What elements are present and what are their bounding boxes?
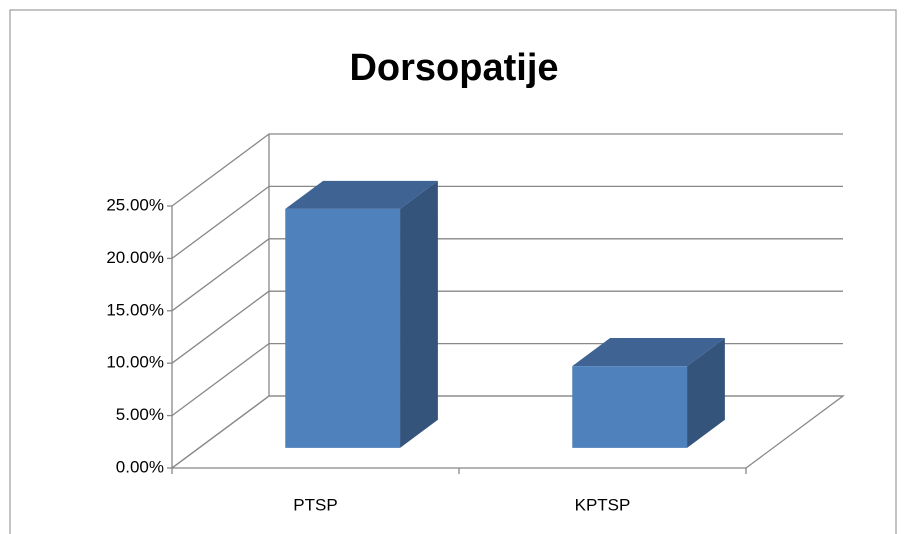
bar-front	[572, 366, 688, 448]
bar-side	[400, 180, 438, 448]
bar	[285, 180, 438, 448]
grid-line	[171, 290, 843, 364]
grid-line	[171, 238, 843, 312]
y-tick-label: 20.00%	[106, 248, 164, 267]
y-tick-label: 5.00%	[116, 405, 164, 424]
grid-line	[171, 133, 843, 207]
bar-front	[285, 208, 401, 448]
bar-top	[572, 338, 725, 367]
y-tick-label: 10.00%	[106, 353, 164, 372]
bar	[572, 338, 725, 448]
grid-line	[171, 342, 843, 417]
floor	[170, 395, 845, 469]
chart-title: Dorsopatije	[349, 47, 558, 89]
y-tick-label: 15.00%	[106, 300, 164, 319]
y-tick-label: 0.00%	[116, 457, 164, 476]
bar-top	[285, 180, 438, 209]
chart-border	[9, 9, 897, 534]
grid-line	[171, 395, 843, 469]
y-tick-label: 25.00%	[106, 195, 164, 214]
x-tick-label: PTSP	[293, 495, 337, 514]
bar-side	[687, 338, 725, 448]
x-tick-label: KPTSP	[575, 495, 631, 514]
grid-line	[171, 185, 843, 259]
